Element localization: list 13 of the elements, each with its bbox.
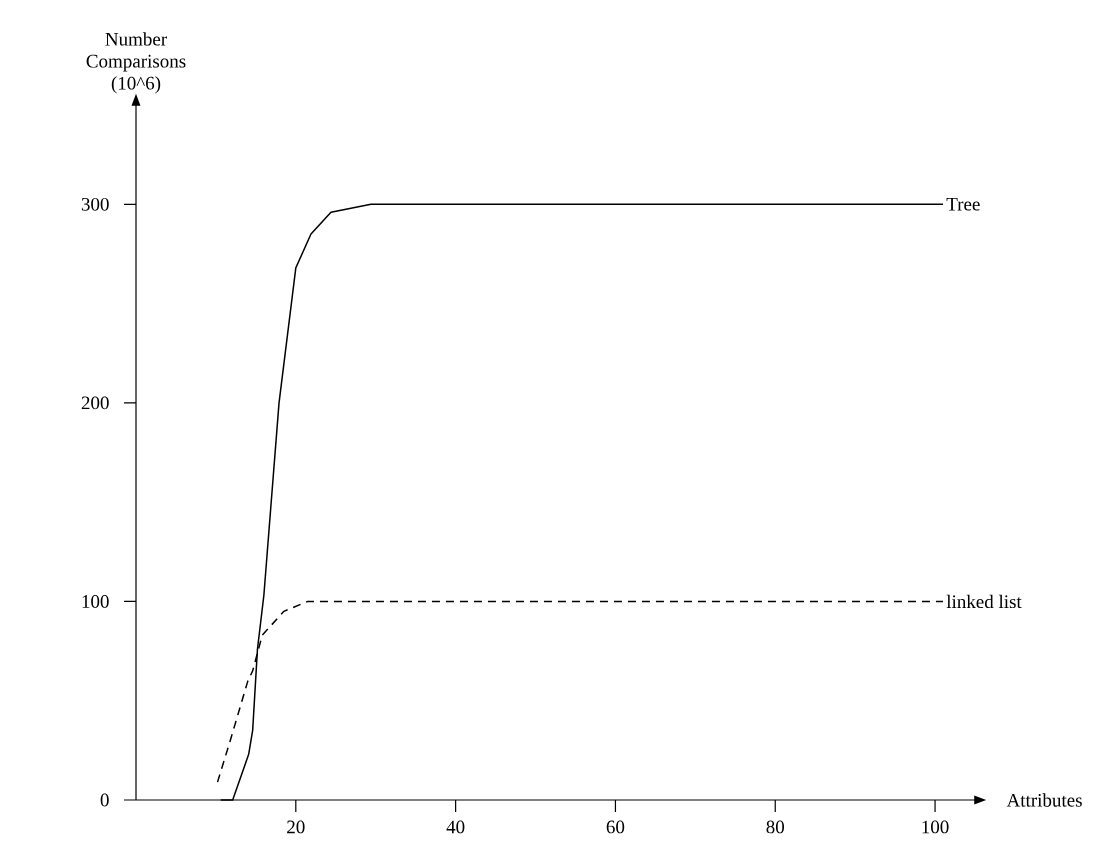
x-axis-title: Attributes xyxy=(1006,793,1082,807)
y-axis-title: Number Comparisons (10^6) xyxy=(86,32,186,94)
x-tick-label: 80 xyxy=(766,820,785,834)
x-tick-label: 20 xyxy=(287,820,305,834)
series-label: linked list xyxy=(946,594,1022,609)
y-tick-label: 0 xyxy=(100,793,109,807)
y-tick-label: 200 xyxy=(81,396,109,410)
x-tick-label: 100 xyxy=(922,820,949,834)
y-tick-label: 300 xyxy=(81,197,109,211)
y-tick-label: 100 xyxy=(82,595,109,608)
series-label: Tree xyxy=(946,197,980,211)
x-tick-label: 40 xyxy=(446,820,465,834)
x-tick-label: 60 xyxy=(606,820,625,834)
